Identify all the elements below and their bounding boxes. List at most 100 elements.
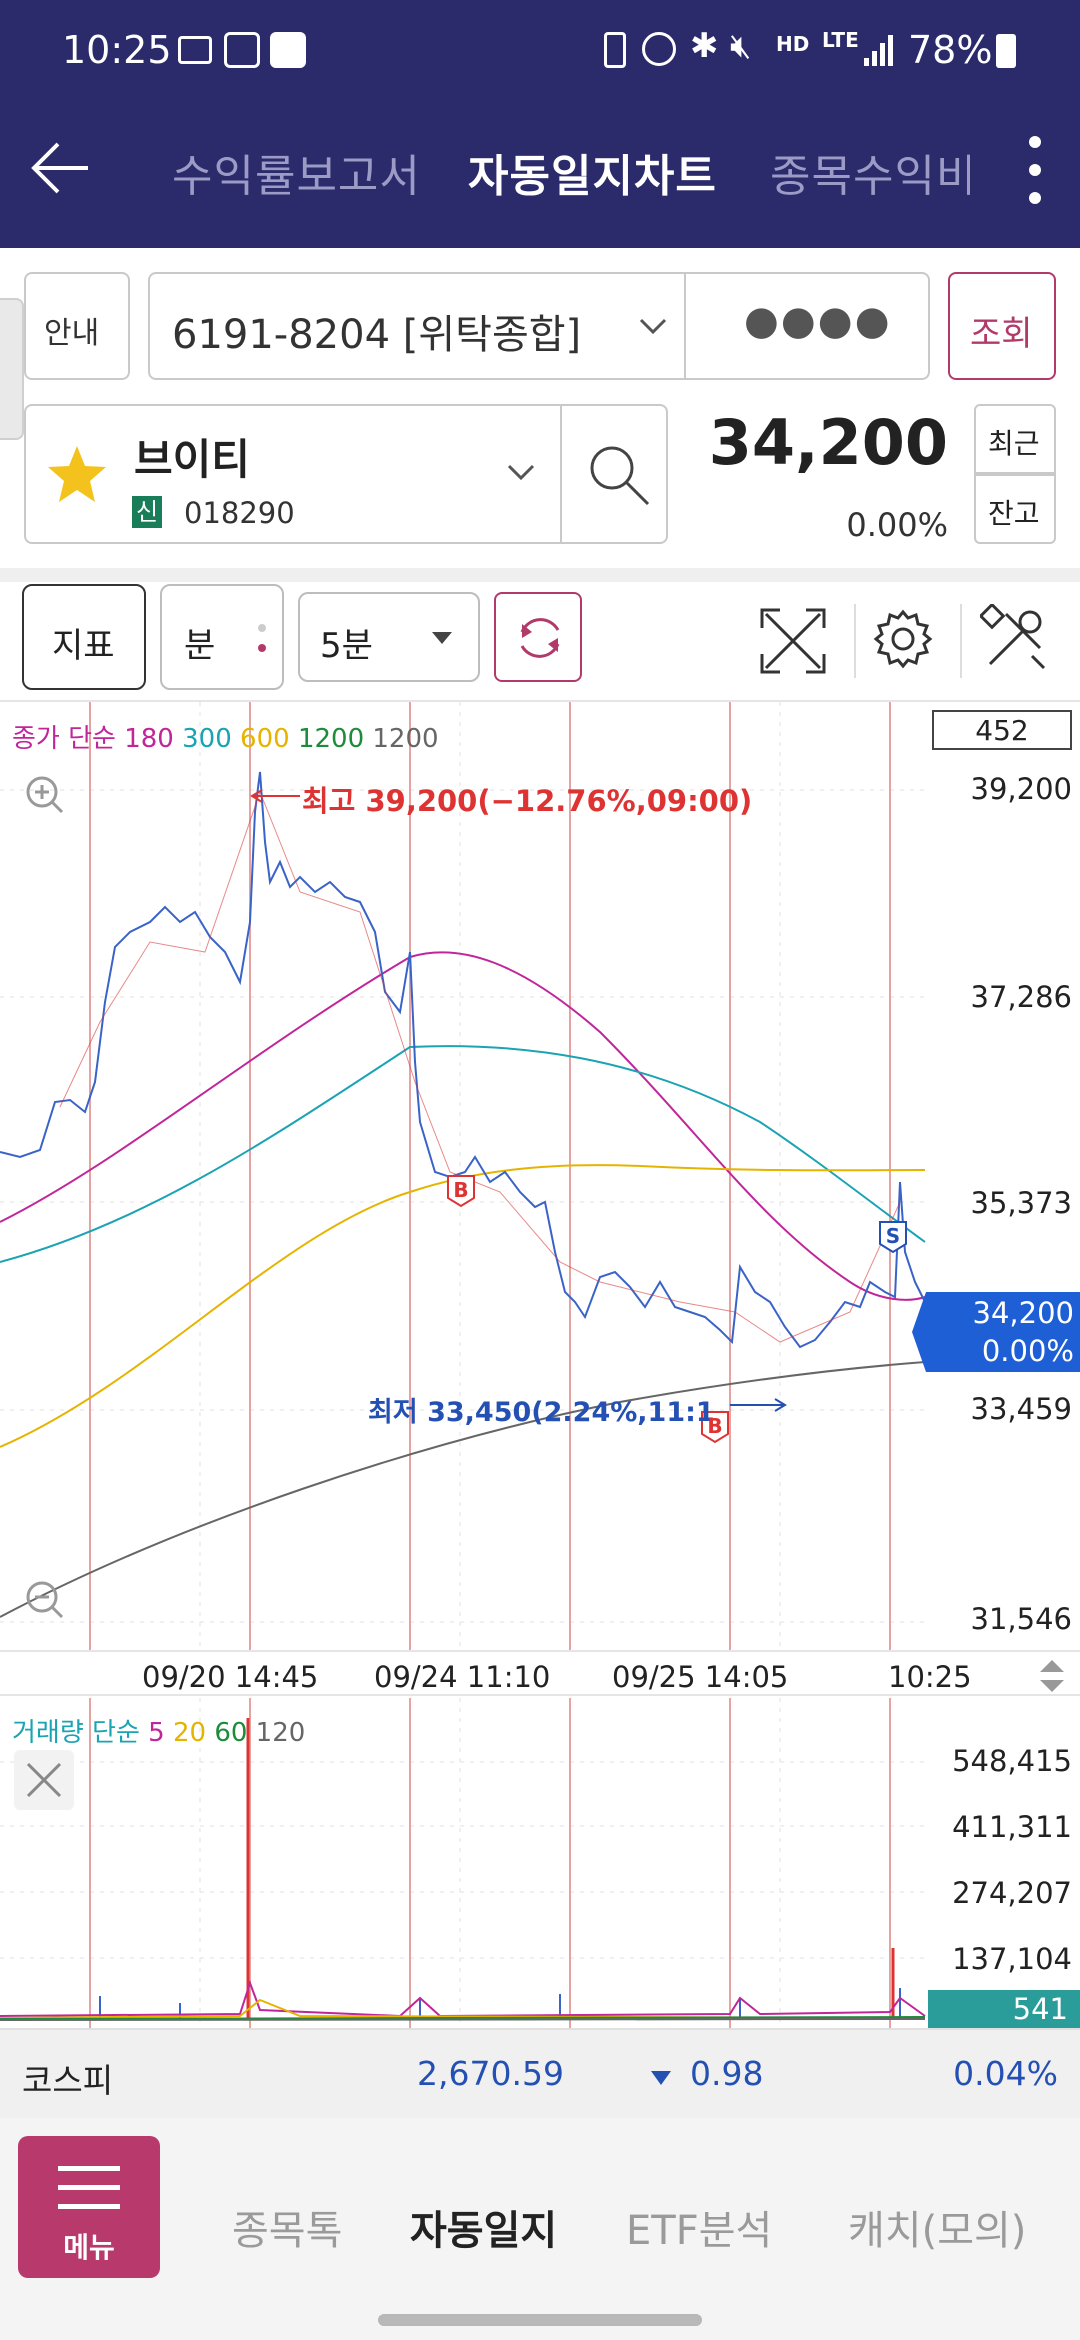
query-button[interactable]: 조회 [948, 272, 1056, 380]
balance-button-label: 잔고 [988, 497, 1040, 530]
tab-auto-journal-chart[interactable]: 자동일지차트 [468, 151, 717, 202]
lte-label: LTE [822, 28, 859, 52]
dot-icon [258, 644, 266, 652]
status-time: 10:25 [62, 28, 172, 72]
index-change-pct: 0.04% [953, 2054, 1058, 2093]
favorite-star-icon[interactable] [44, 442, 110, 508]
stock-price: 34,200 [708, 406, 948, 479]
buy-marker-icon [701, 1411, 729, 1444]
battery-icon [996, 34, 1016, 68]
down-triangle-icon [650, 2070, 672, 2086]
current-volume-tag: 541 [928, 1990, 1080, 2028]
guide-button-label: 안내 [44, 316, 100, 351]
nav-item-catch[interactable]: 캐치(모의) [848, 2208, 1027, 2254]
high-annotation: 최고 39,200(−12.76%,09:00) [302, 784, 753, 818]
menu-button-label: 메뉴 [63, 2231, 115, 2264]
recent-button[interactable]: 최근 [974, 404, 1056, 474]
price-chart[interactable]: 종가 단순 180 300 600 1200 1200 최고 39,200(−1… [0, 700, 1080, 1652]
guide-button[interactable]: 안내 [24, 272, 130, 380]
refresh-button[interactable] [494, 592, 582, 682]
account-number: 6191-8204 [위탁종합] [172, 312, 582, 358]
sell-marker-label: S [885, 1224, 901, 1248]
zoom-out-icon [26, 1581, 64, 1619]
volume-chart[interactable]: 거래량 단순 5 20 60 120 548,415 411,311 274,2… [0, 1698, 1080, 2028]
balance-button[interactable]: 잔고 [974, 474, 1056, 544]
stock-code: 018290 [184, 496, 295, 530]
indicator-button-label: 지표 [52, 626, 115, 666]
volume-period-5: 5 [148, 1718, 165, 1748]
back-arrow-icon[interactable] [28, 136, 92, 200]
password-field[interactable]: ●●●● [744, 298, 892, 344]
status-bar: 10:25 ✱ 🔇︎ HD LTE 78% [0, 0, 1080, 100]
zoom-in-icon [26, 776, 64, 814]
index-value: 2,670.59 [417, 2054, 564, 2093]
ma-legend-prefix: 종가 단순 [12, 724, 116, 754]
market-index-bar[interactable]: 코스피 2,670.59 0.98 0.04% [0, 2028, 1080, 2118]
ma-legend: 종가 단순 180 300 600 1200 1200 [12, 718, 439, 755]
new-listing-badge: 신 [132, 496, 162, 528]
count-box: 452 [932, 710, 1072, 750]
divider [684, 274, 686, 378]
nav-item-etf-analysis[interactable]: ETF분석 [626, 2208, 773, 2254]
app-notification-icon [224, 32, 260, 68]
ma-period-1200: 1200 [297, 724, 365, 754]
stock-change: 0.00% [846, 506, 948, 544]
sell-marker-icon [879, 1221, 907, 1254]
alarm-icon [642, 32, 676, 66]
hd-voice-label: HD [776, 32, 810, 56]
ma-period-600: 600 [240, 724, 290, 754]
hamburger-icon [58, 2166, 120, 2210]
y-tick: 37,286 [970, 980, 1072, 1014]
price-chart-canvas [0, 702, 926, 1652]
nav-item-stock-talk[interactable]: 종목톡 [232, 2208, 343, 2254]
index-name: 코스피 [22, 2061, 114, 2100]
bluetooth-icon: ✱ [690, 26, 719, 66]
x-label: 09/20 14:45 [142, 1660, 319, 1694]
dropdown-triangle-icon [430, 630, 454, 646]
search-icon[interactable] [586, 442, 652, 508]
current-change: 0.00% [981, 1334, 1074, 1368]
x-label: 09/25 14:05 [612, 1660, 789, 1694]
fullscreen-icon[interactable] [758, 606, 828, 676]
volume-chart-canvas [0, 1698, 926, 2028]
menu-button[interactable]: 메뉴 [18, 2136, 160, 2278]
home-indicator [378, 2314, 702, 2326]
tab-profit-report[interactable]: 수익률보고서 [172, 151, 421, 202]
buy-marker-icon [447, 1175, 475, 1208]
stock-select[interactable]: 브이티 신 018290 [24, 404, 668, 544]
stock-name: 브이티 [134, 435, 250, 484]
axis-resize-icon[interactable] [1036, 1656, 1068, 1696]
app-notification-icon-2 [270, 32, 306, 68]
nav-item-auto-journal[interactable]: 자동일지 [410, 2208, 558, 2254]
recent-button-label: 최근 [988, 427, 1040, 460]
close-icon[interactable] [14, 1750, 74, 1810]
settings-gear-icon[interactable] [870, 606, 936, 672]
app-header: 수익률보고서 자동일지차트 종목수익비 [0, 100, 1080, 248]
low-annotation: 최저 33,450(2.24%,11:1 [368, 1397, 715, 1428]
current-price: 34,200 [972, 1296, 1074, 1330]
minute-button-label: 분 [184, 626, 216, 666]
tools-icon[interactable] [978, 602, 1050, 674]
x-label: 10:25 [888, 1660, 972, 1694]
mute-icon: 🔇︎ [730, 26, 752, 66]
volume-period-60: 60 [214, 1718, 248, 1748]
x-axis: 09/20 14:45 09/24 11:10 09/25 14:05 10:2… [0, 1650, 1080, 1696]
battery-percent: 78% [908, 28, 993, 72]
account-select[interactable]: 6191-8204 [위탁종합] ●●●● [148, 272, 930, 380]
volume-y-tick: 411,311 [952, 1810, 1072, 1844]
volume-y-tick: 548,415 [952, 1744, 1072, 1778]
volume-period-120: 120 [255, 1718, 306, 1748]
volume-y-tick: 137,104 [952, 1942, 1072, 1976]
divider [960, 604, 962, 678]
x-label: 09/24 11:10 [374, 1660, 551, 1694]
interval-select[interactable]: 5분 [298, 592, 480, 682]
minute-button[interactable]: 분 [160, 584, 284, 690]
volume-period-20: 20 [172, 1718, 207, 1748]
chevron-down-icon [506, 462, 536, 482]
more-options-icon[interactable] [1020, 130, 1050, 210]
section-divider [0, 568, 1080, 582]
side-panel-handle[interactable] [0, 298, 24, 440]
query-button-label: 조회 [970, 314, 1033, 354]
indicator-button[interactable]: 지표 [22, 584, 146, 690]
tab-stock-profit[interactable]: 종목수익비 [770, 151, 970, 202]
